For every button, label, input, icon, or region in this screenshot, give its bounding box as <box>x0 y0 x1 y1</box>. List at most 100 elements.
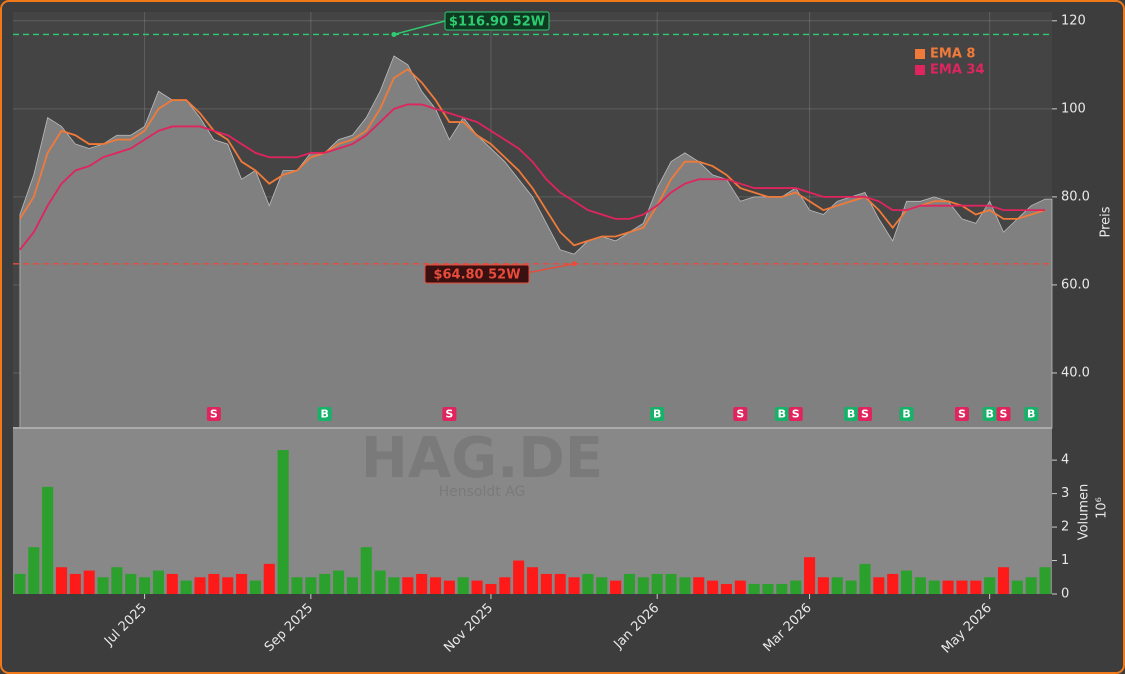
volume-bar <box>928 580 940 594</box>
volume-bar <box>817 577 829 594</box>
volume-bar <box>790 580 802 594</box>
annotation-label: $116.90 52W <box>449 15 545 30</box>
volume-bar <box>333 570 345 594</box>
volume-bar <box>984 577 996 594</box>
volume-bar <box>1011 580 1023 594</box>
volume-bar <box>166 573 178 594</box>
volume-bar <box>208 573 220 594</box>
volume-bar <box>762 583 774 594</box>
legend-swatch <box>915 49 925 59</box>
volume-bar <box>596 577 608 594</box>
volume-bar <box>997 567 1010 594</box>
legend-swatch <box>915 65 925 75</box>
volume-bar <box>388 577 400 594</box>
signal-marker <box>788 407 803 421</box>
volume-bar <box>568 577 580 594</box>
y-tick-label: 120 <box>1061 13 1086 28</box>
annotation-box <box>424 264 530 284</box>
signal-marker <box>774 407 789 421</box>
signal-marker <box>954 407 969 421</box>
volume-tick-label: 1 <box>1061 553 1069 568</box>
volume-bar <box>859 563 871 594</box>
annotation-arrow <box>520 263 575 275</box>
volume-bar <box>499 577 511 594</box>
annotation-point <box>571 261 577 267</box>
volume-bar <box>194 577 206 594</box>
y-tick-label: 100 <box>1061 101 1086 116</box>
signal-marker <box>857 407 872 421</box>
volume-bar <box>28 547 40 594</box>
ema-line <box>19 68 1046 247</box>
volume-bar <box>748 583 760 594</box>
signal-label: S <box>1000 408 1008 421</box>
ema-line <box>19 103 1046 251</box>
volume-bar <box>610 580 622 594</box>
signal-marker <box>982 407 997 421</box>
signal-marker <box>844 407 859 421</box>
y-axis-label: Preis <box>1099 206 1114 237</box>
volume-bar <box>804 557 816 594</box>
volume-bar <box>776 583 788 594</box>
volume-bar <box>956 580 968 594</box>
volume-bar <box>970 580 982 594</box>
volume-tick-label: 4 <box>1061 453 1069 468</box>
volume-bar <box>513 560 525 594</box>
volume-bar <box>374 570 386 594</box>
volume-bar <box>900 570 913 594</box>
volume-bar <box>14 573 26 594</box>
y-tick-label: 40.0 <box>1061 365 1090 380</box>
signal-label: B <box>1027 408 1035 421</box>
annotation-arrow <box>393 20 446 36</box>
volume-bar <box>623 573 636 594</box>
signal-label: S <box>792 408 800 421</box>
volume-bar <box>471 580 483 594</box>
annotation-box <box>444 11 550 31</box>
volume-bar <box>263 563 275 594</box>
annotation-label: $64.80 52W <box>433 268 520 283</box>
volume-tick-label: 0 <box>1061 587 1069 602</box>
volume-bar <box>443 580 455 594</box>
signal-marker <box>317 407 332 421</box>
volume-multiplier: 10⁶ <box>1095 497 1110 519</box>
signal-label: B <box>847 408 855 421</box>
volume-bar <box>526 567 539 594</box>
volume-bar <box>152 570 165 594</box>
volume-bar <box>305 577 317 594</box>
signal-label: S <box>958 408 966 421</box>
signal-marker <box>206 407 221 421</box>
volume-bar <box>651 573 663 594</box>
volume-bar <box>83 570 95 594</box>
volume-bar <box>582 573 594 594</box>
y-tick-label: 80.0 <box>1061 189 1090 204</box>
annotation-point <box>391 31 397 37</box>
signal-marker <box>733 407 748 421</box>
signal-label: S <box>736 408 744 421</box>
volume-axis-label: Volumen <box>1077 484 1092 541</box>
signal-marker <box>1024 407 1039 421</box>
volume-bar <box>429 577 442 594</box>
watermark-company: Hensoldt AG <box>439 484 526 500</box>
watermark-symbol: HAG.DE <box>361 426 603 491</box>
volume-bar <box>457 577 469 594</box>
volume-bar <box>236 573 248 594</box>
volume-bar <box>887 573 899 594</box>
volume-bar <box>720 583 732 594</box>
volume-bar <box>222 577 234 594</box>
volume-bar <box>319 573 331 594</box>
signal-label: B <box>321 408 329 421</box>
signal-marker <box>996 407 1011 421</box>
volume-bar <box>679 577 691 594</box>
volume-bar <box>707 580 719 594</box>
volume-bar <box>346 577 358 594</box>
volume-bar <box>180 580 192 594</box>
volume-bar <box>734 580 746 594</box>
volume-bar <box>111 567 123 594</box>
volume-bar <box>1025 577 1037 594</box>
volume-bar <box>360 547 372 594</box>
volume-bar <box>554 573 566 594</box>
signal-label: S <box>210 408 218 421</box>
volume-bar <box>69 573 81 594</box>
signal-marker <box>650 407 665 421</box>
signal-marker <box>899 407 914 421</box>
volume-bar <box>42 486 54 594</box>
